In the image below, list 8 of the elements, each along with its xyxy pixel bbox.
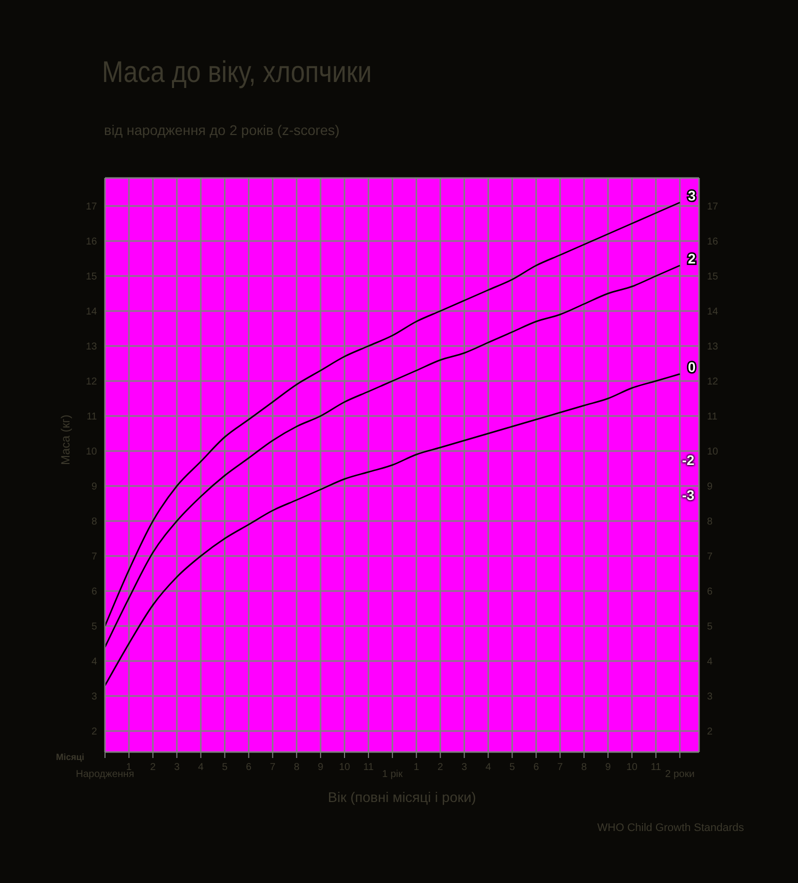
line-series <box>105 264 681 648</box>
series-label: 2 <box>688 250 696 266</box>
annotation: -3 <box>682 487 694 503</box>
annotation: -2 <box>682 452 694 468</box>
series-label: 0 <box>688 359 696 375</box>
line-series <box>105 202 681 627</box>
series-label: 3 <box>688 188 696 204</box>
line-series <box>105 373 681 686</box>
